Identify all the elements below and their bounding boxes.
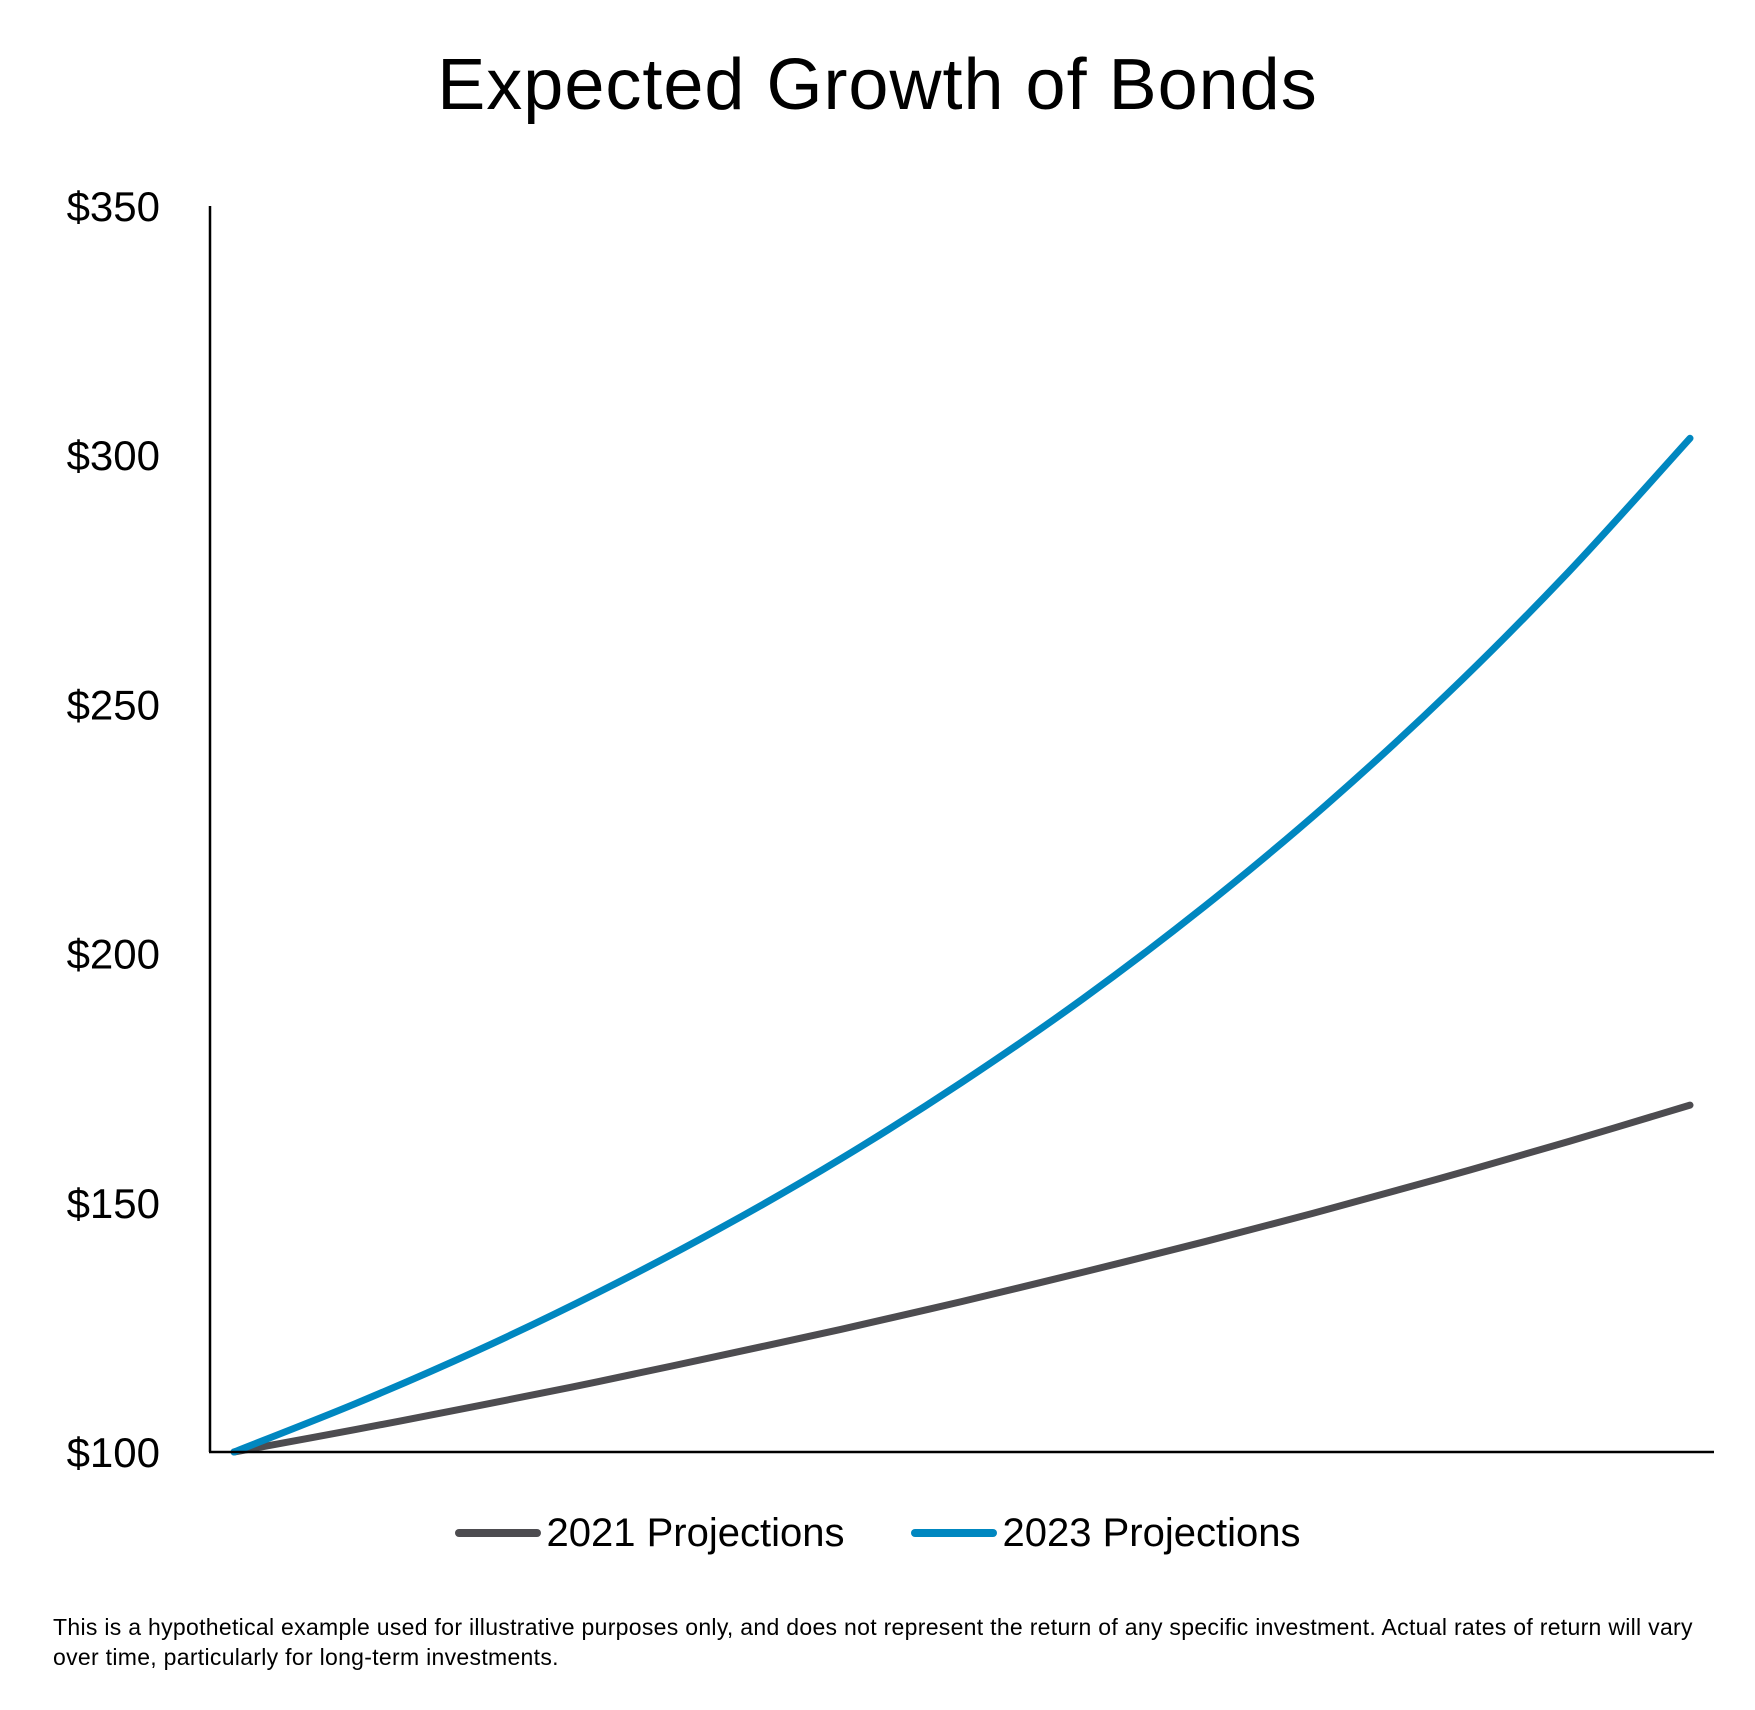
legend: 2021 Projections 2023 Projections <box>0 1508 1755 1558</box>
disclaimer-footnote: This is a hypothetical example used for … <box>53 1614 1693 1670</box>
y-tick-label: $300 <box>67 432 160 479</box>
legend-label-2021: 2021 Projections <box>546 1511 845 1555</box>
legend-swatch-2021 <box>454 1529 541 1537</box>
y-tick-label: $200 <box>67 931 160 978</box>
y-tick-label: $350 <box>67 183 160 230</box>
series-line-2021 <box>230 1101 1694 1456</box>
legend-item-2023: 2023 Projections <box>910 1508 1301 1558</box>
y-axis-ticks: $100 $150 $200 $250 $300 $350 <box>67 183 160 1476</box>
series-lines <box>230 434 1694 1456</box>
chart-title: Expected Growth of Bonds <box>437 45 1318 125</box>
legend-item-2021: 2021 Projections <box>454 1508 845 1558</box>
y-tick-label: $150 <box>67 1180 160 1227</box>
legend-swatch-2023 <box>910 1529 997 1537</box>
y-tick-label: $100 <box>67 1429 160 1476</box>
legend-label-2023: 2023 Projections <box>1002 1511 1301 1555</box>
y-tick-label: $250 <box>67 681 160 728</box>
series-line-2023 <box>230 434 1694 1456</box>
